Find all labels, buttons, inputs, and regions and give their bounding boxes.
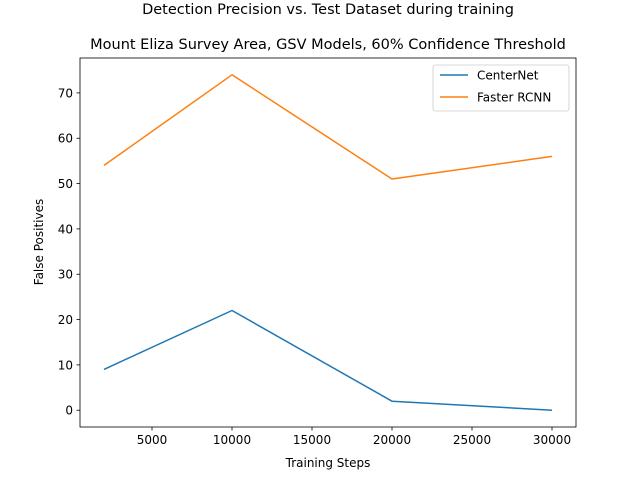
plot-area bbox=[79, 57, 577, 428]
y-tick-label: 50 bbox=[58, 177, 73, 191]
y-tick-label: 70 bbox=[58, 86, 73, 100]
x-axis-label: Training Steps bbox=[285, 456, 371, 470]
x-axis: 5000 10000 15000 20000 25000 30000 bbox=[137, 427, 571, 447]
x-tick-label: 20000 bbox=[373, 433, 411, 447]
y-tick-label: 20 bbox=[58, 313, 73, 327]
y-tick-label: 40 bbox=[58, 222, 73, 236]
x-tick-label: 25000 bbox=[453, 433, 491, 447]
chart-title: Detection Precision vs. Test Dataset dur… bbox=[142, 2, 514, 18]
y-tick-label: 30 bbox=[58, 268, 73, 282]
y-tick-label: 60 bbox=[58, 132, 73, 146]
legend-label-1: Faster RCNN bbox=[477, 91, 551, 105]
chart-subtitle: Mount Eliza Survey Area, GSV Models, 60%… bbox=[90, 37, 566, 53]
x-tick-label: 10000 bbox=[213, 433, 251, 447]
y-tick-label: 0 bbox=[65, 404, 73, 418]
y-axis-label: False Positives bbox=[32, 199, 46, 285]
y-tick-label: 10 bbox=[58, 358, 73, 372]
series-line-1 bbox=[103, 74, 553, 180]
legend: CenterNet Faster RCNN bbox=[432, 64, 570, 112]
x-tick-label: 15000 bbox=[293, 433, 331, 447]
legend-box bbox=[432, 64, 570, 112]
y-axis: 0 10 20 30 40 50 60 70 bbox=[58, 86, 80, 418]
plot-frame bbox=[79, 57, 577, 428]
legend-label-0: CenterNet bbox=[477, 69, 539, 83]
x-tick-label: 5000 bbox=[137, 433, 168, 447]
series-line-0 bbox=[103, 309, 553, 411]
x-tick-label: 30000 bbox=[533, 433, 571, 447]
